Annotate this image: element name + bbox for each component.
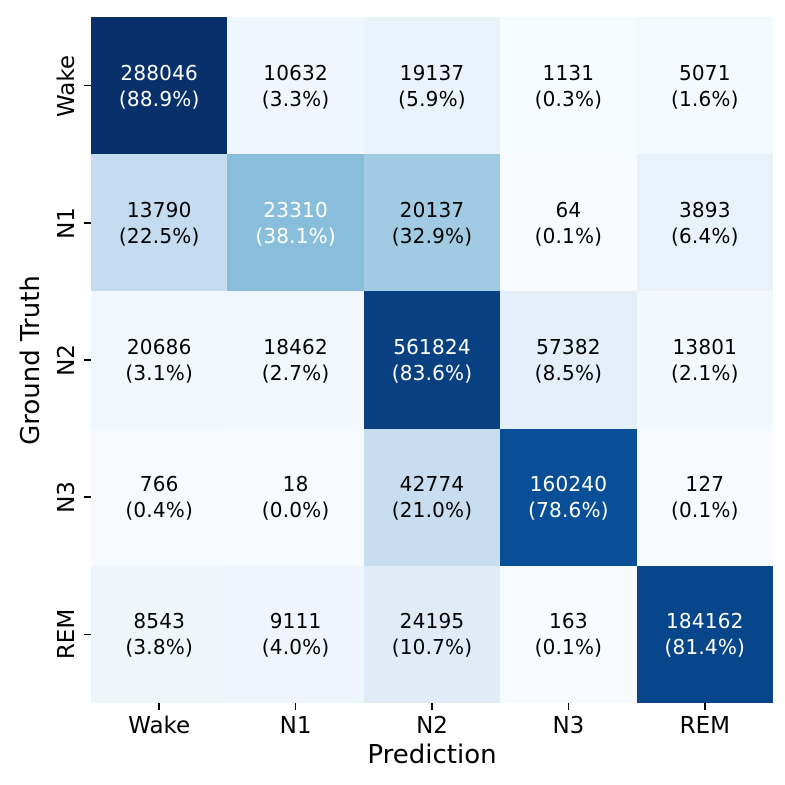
- cell-count: 20137: [399, 197, 465, 222]
- cell-percent: (22.5%): [118, 223, 200, 248]
- cell-count: 766: [139, 472, 179, 497]
- cell-count: 19137: [399, 60, 465, 85]
- matrix-cell-REM-Wake: 8543 (3.8%): [91, 565, 228, 703]
- cell-count: 1131: [542, 60, 595, 85]
- x-tick-mark: [431, 703, 433, 710]
- cell-count: 18462: [263, 334, 328, 359]
- cell-count: 64: [555, 197, 582, 222]
- matrix-cell-REM-N3: 163 (0.1%): [500, 565, 637, 703]
- cell-percent: (3.1%): [125, 360, 193, 385]
- cell-percent: (0.3%): [534, 86, 603, 111]
- x-tick-mark: [294, 703, 297, 710]
- matrix-cell-N2-N1: 18462 (2.7%): [227, 291, 364, 429]
- cell-count: 160240: [529, 472, 608, 497]
- cell-count: 127: [685, 472, 725, 497]
- cell-percent: (83.6%): [391, 360, 473, 385]
- cell-percent: (3.3%): [261, 86, 330, 111]
- cell-count: 3893: [678, 197, 731, 222]
- cell-count: 24195: [399, 609, 465, 634]
- matrix-cell-N3-Wake: 766 (0.4%): [91, 428, 228, 566]
- x-tick-label-N1: N1: [279, 713, 312, 739]
- x-tick-mark: [158, 703, 160, 710]
- matrix-cell-Wake-Wake: 288046 (88.9%): [91, 17, 228, 155]
- matrix-cell-N2-REM: 13801 (2.1%): [636, 291, 773, 429]
- cell-percent: (0.1%): [670, 498, 739, 523]
- x-tick-label-N2: N2: [416, 713, 448, 739]
- matrix-cell-Wake-REM: 5071 (1.6%): [636, 17, 773, 155]
- matrix-cell-N3-N3: 160240 (78.6%): [500, 428, 637, 566]
- y-tick-label-N3: N3: [54, 481, 80, 514]
- y-tick-mark: [84, 633, 91, 636]
- cell-count: 163: [548, 609, 588, 634]
- matrix-cell-N1-N2: 20137 (32.9%): [363, 154, 501, 292]
- x-tick-label-N3: N3: [552, 713, 585, 739]
- cell-percent: (88.9%): [118, 86, 200, 111]
- matrix-cell-N1-Wake: 13790 (22.5%): [91, 154, 228, 292]
- cell-percent: (2.1%): [670, 360, 739, 385]
- matrix-cell-N2-N2: 561824 (83.6%): [363, 291, 501, 429]
- matrix-cell-N1-REM: 3893 (6.4%): [636, 154, 773, 292]
- matrix-cell-REM-N2: 24195 (10.7%): [363, 565, 501, 703]
- x-tick-mark: [704, 703, 706, 710]
- cell-count: 184162: [666, 609, 744, 634]
- matrix-cell-N3-REM: 127 (0.1%): [636, 428, 773, 566]
- cell-percent: (38.1%): [255, 223, 336, 248]
- cell-count: 561824: [393, 334, 471, 359]
- cell-percent: (3.8%): [125, 635, 193, 660]
- cell-percent: (2.7%): [261, 360, 330, 385]
- cell-count: 23310: [263, 197, 328, 222]
- cell-count: 13801: [672, 334, 738, 359]
- cell-count: 20686: [126, 334, 192, 359]
- cell-count: 13790: [126, 197, 192, 222]
- y-axis-label: Ground Truth: [16, 275, 46, 445]
- cell-count: 9111: [269, 609, 322, 634]
- cell-percent: (0.0%): [261, 498, 330, 523]
- matrix-cell-N3-N1: 18 (0.0%): [227, 428, 364, 566]
- y-tick-mark: [84, 222, 91, 224]
- y-tick-mark: [84, 359, 91, 361]
- cell-percent: (5.9%): [398, 86, 466, 111]
- cell-percent: (8.5%): [534, 360, 603, 385]
- cell-count: 42774: [399, 472, 465, 497]
- cell-count: 57382: [536, 334, 601, 359]
- y-tick-label-Wake: Wake: [54, 54, 80, 117]
- cell-percent: (32.9%): [391, 223, 473, 248]
- x-tick-label-REM: REM: [679, 713, 730, 739]
- cell-percent: (10.7%): [391, 635, 473, 660]
- matrix-cell-Wake-N1: 10632 (3.3%): [227, 17, 364, 155]
- matrix-cell-N1-N3: 64 (0.1%): [500, 154, 637, 292]
- matrix-cell-REM-N1: 9111 (4.0%): [227, 565, 364, 703]
- cell-percent: (21.0%): [391, 498, 473, 523]
- y-tick-mark: [84, 496, 91, 498]
- y-tick-mark: [84, 84, 91, 87]
- x-tick-mark: [567, 703, 570, 710]
- cell-percent: (0.1%): [534, 223, 603, 248]
- cell-percent: (6.4%): [670, 223, 739, 248]
- y-tick-label-REM: REM: [54, 609, 80, 660]
- x-axis-label: Prediction: [367, 740, 497, 770]
- matrix-cell-N2-N3: 57382 (8.5%): [500, 291, 637, 429]
- y-tick-label-N2: N2: [54, 344, 80, 376]
- cell-count: 288046: [120, 60, 198, 85]
- matrix-cell-N1-N1: 23310 (38.1%): [227, 154, 364, 292]
- matrix-cell-Wake-N2: 19137 (5.9%): [363, 17, 501, 155]
- matrix-cell-Wake-N3: 1131 (0.3%): [500, 17, 637, 155]
- cell-count: 8543: [133, 609, 186, 634]
- matrix-cell-REM-REM: 184162 (81.4%): [636, 565, 773, 703]
- cell-count: 10632: [263, 60, 328, 85]
- cell-percent: (1.6%): [670, 86, 739, 111]
- matrix-cell-N3-N2: 42774 (21.0%): [363, 428, 501, 566]
- cell-percent: (81.4%): [664, 635, 746, 660]
- y-tick-label-N1: N1: [54, 206, 80, 239]
- x-tick-label-Wake: Wake: [128, 713, 191, 739]
- cell-count: 18: [282, 472, 309, 497]
- matrix-cell-N2-Wake: 20686 (3.1%): [91, 291, 228, 429]
- cell-percent: (78.6%): [528, 498, 609, 523]
- cell-percent: (0.1%): [534, 635, 603, 660]
- cell-percent: (4.0%): [261, 635, 330, 660]
- cell-percent: (0.4%): [125, 498, 193, 523]
- cell-count: 5071: [678, 60, 731, 85]
